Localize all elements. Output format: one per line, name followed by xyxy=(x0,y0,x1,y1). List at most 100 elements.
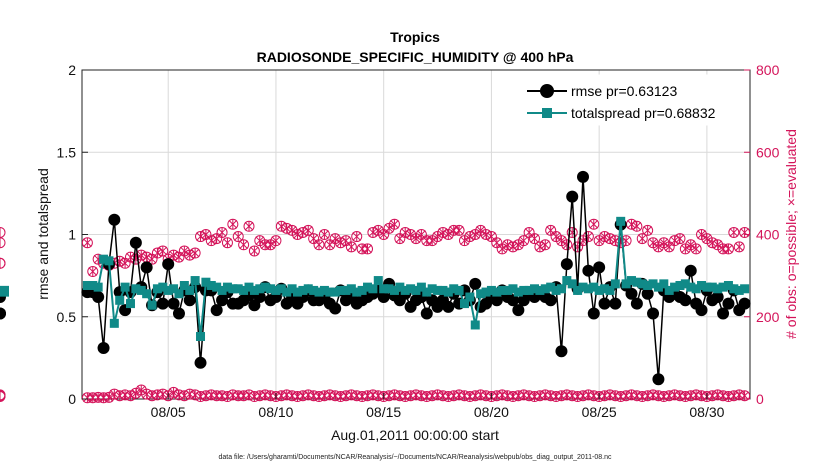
obs-possible-point xyxy=(739,226,751,238)
obs-possible-point xyxy=(119,257,131,269)
obs-circle xyxy=(0,390,6,402)
obs-possible-point xyxy=(545,224,557,236)
totalspread-point xyxy=(723,280,733,290)
totalspread-point xyxy=(99,254,109,264)
x-tick-label: 08/15 xyxy=(366,404,401,420)
totalspread-point xyxy=(276,284,286,294)
totalspread-point xyxy=(643,280,653,290)
x-tick-label: 08/05 xyxy=(151,404,186,420)
totalspread-point xyxy=(169,284,179,294)
x-tick-label: 08/25 xyxy=(582,404,617,420)
totalspread-point xyxy=(443,287,453,297)
obs-possible-point xyxy=(518,235,530,247)
totalspread-point xyxy=(718,282,728,292)
totalspread-point xyxy=(556,284,566,294)
rmse-point xyxy=(183,294,196,307)
totalspread-point xyxy=(379,284,389,294)
totalspread-point xyxy=(535,285,545,295)
totalspread-point xyxy=(659,279,669,289)
obs-possible-point xyxy=(491,237,503,249)
totalspread-point xyxy=(298,285,308,295)
totalspread-point xyxy=(233,284,243,294)
obs-possible-point xyxy=(146,253,158,265)
obs-possible-point xyxy=(270,235,282,247)
totalspread-point xyxy=(368,284,378,294)
obs-possible-point xyxy=(227,218,239,230)
totalspread-point xyxy=(648,279,658,289)
obs-possible-point xyxy=(302,224,314,236)
totalspread-point xyxy=(249,285,259,295)
totalspread-point xyxy=(346,284,356,294)
rmse-point xyxy=(97,342,110,355)
totalspread-point xyxy=(239,285,249,295)
rmse-point xyxy=(598,297,611,310)
totalspread-point xyxy=(115,295,125,305)
obs-count-series xyxy=(0,218,751,404)
rmse-point xyxy=(722,297,735,310)
obs-possible-point xyxy=(340,235,352,247)
totalspread-point xyxy=(680,279,690,289)
totalspread-point xyxy=(341,285,351,295)
y-axis-right-label: # of obs: o=possible; ×=evaluated xyxy=(783,129,799,339)
totalspread-point xyxy=(670,282,680,292)
totalspread-point xyxy=(266,284,276,294)
rmse-point xyxy=(0,307,6,320)
totalspread-point xyxy=(433,285,443,295)
totalspread-point xyxy=(573,285,583,295)
totalspread-point xyxy=(400,285,410,295)
totalspread-point xyxy=(314,287,324,297)
obs-possible-point xyxy=(394,233,406,245)
obs-possible-point xyxy=(642,224,654,236)
totalspread-point xyxy=(503,285,513,295)
obs-possible-point xyxy=(722,243,734,255)
totalspread-point xyxy=(319,285,329,295)
obs-possible-point xyxy=(0,257,6,269)
totalspread-point xyxy=(179,280,189,290)
obs-possible-point xyxy=(523,226,535,238)
obs-possible-point xyxy=(313,239,325,251)
totalspread-point xyxy=(583,284,593,294)
totalspread-point xyxy=(476,289,486,299)
totalspread-point xyxy=(707,282,717,292)
totalspread-point xyxy=(255,284,265,294)
obs-possible-point xyxy=(588,218,600,230)
totalspread-series xyxy=(0,216,750,341)
obs-possible-point xyxy=(351,231,363,243)
totalspread-point xyxy=(212,282,222,292)
rmse-point xyxy=(587,307,600,320)
totalspread-point xyxy=(93,282,103,292)
y-axis-left-label: rmse and totalspread xyxy=(35,168,51,300)
totalspread-point xyxy=(389,285,399,295)
y-left-tick-label: 1 xyxy=(68,227,76,243)
totalspread-point xyxy=(546,282,556,292)
totalspread-point xyxy=(357,285,367,295)
rmse-point xyxy=(679,294,692,307)
totalspread-point xyxy=(309,285,319,295)
y-right-tick-label: 400 xyxy=(756,227,780,243)
rmse-point xyxy=(566,190,579,203)
rmse-point xyxy=(490,294,503,307)
totalspread-point xyxy=(163,285,173,295)
rmse-point xyxy=(194,356,207,369)
legend: rmse pr=0.63123 totalspread pr=0.68832 xyxy=(522,74,746,126)
totalspread-point xyxy=(551,285,561,295)
y-right-tick-label: 600 xyxy=(756,144,780,160)
totalspread-point xyxy=(260,282,270,292)
y-left-tick-label: 0 xyxy=(68,391,76,407)
y-right-tick-label: 0 xyxy=(756,391,764,407)
obs-possible-point xyxy=(453,224,465,236)
obs-possible-point xyxy=(87,266,99,278)
totalspread-point xyxy=(136,285,146,295)
totalspread-point xyxy=(174,289,184,299)
chart-title: Tropics xyxy=(390,29,440,45)
totalspread-point xyxy=(82,280,92,290)
totalspread-point xyxy=(589,282,599,292)
totalspread-point xyxy=(427,284,437,294)
totalspread-point xyxy=(395,282,405,292)
rmse-point xyxy=(329,302,342,315)
totalspread-point xyxy=(621,279,631,289)
totalspread-point xyxy=(147,300,157,310)
x-tick-label: 08/30 xyxy=(689,404,724,420)
totalspread-point xyxy=(384,284,394,294)
